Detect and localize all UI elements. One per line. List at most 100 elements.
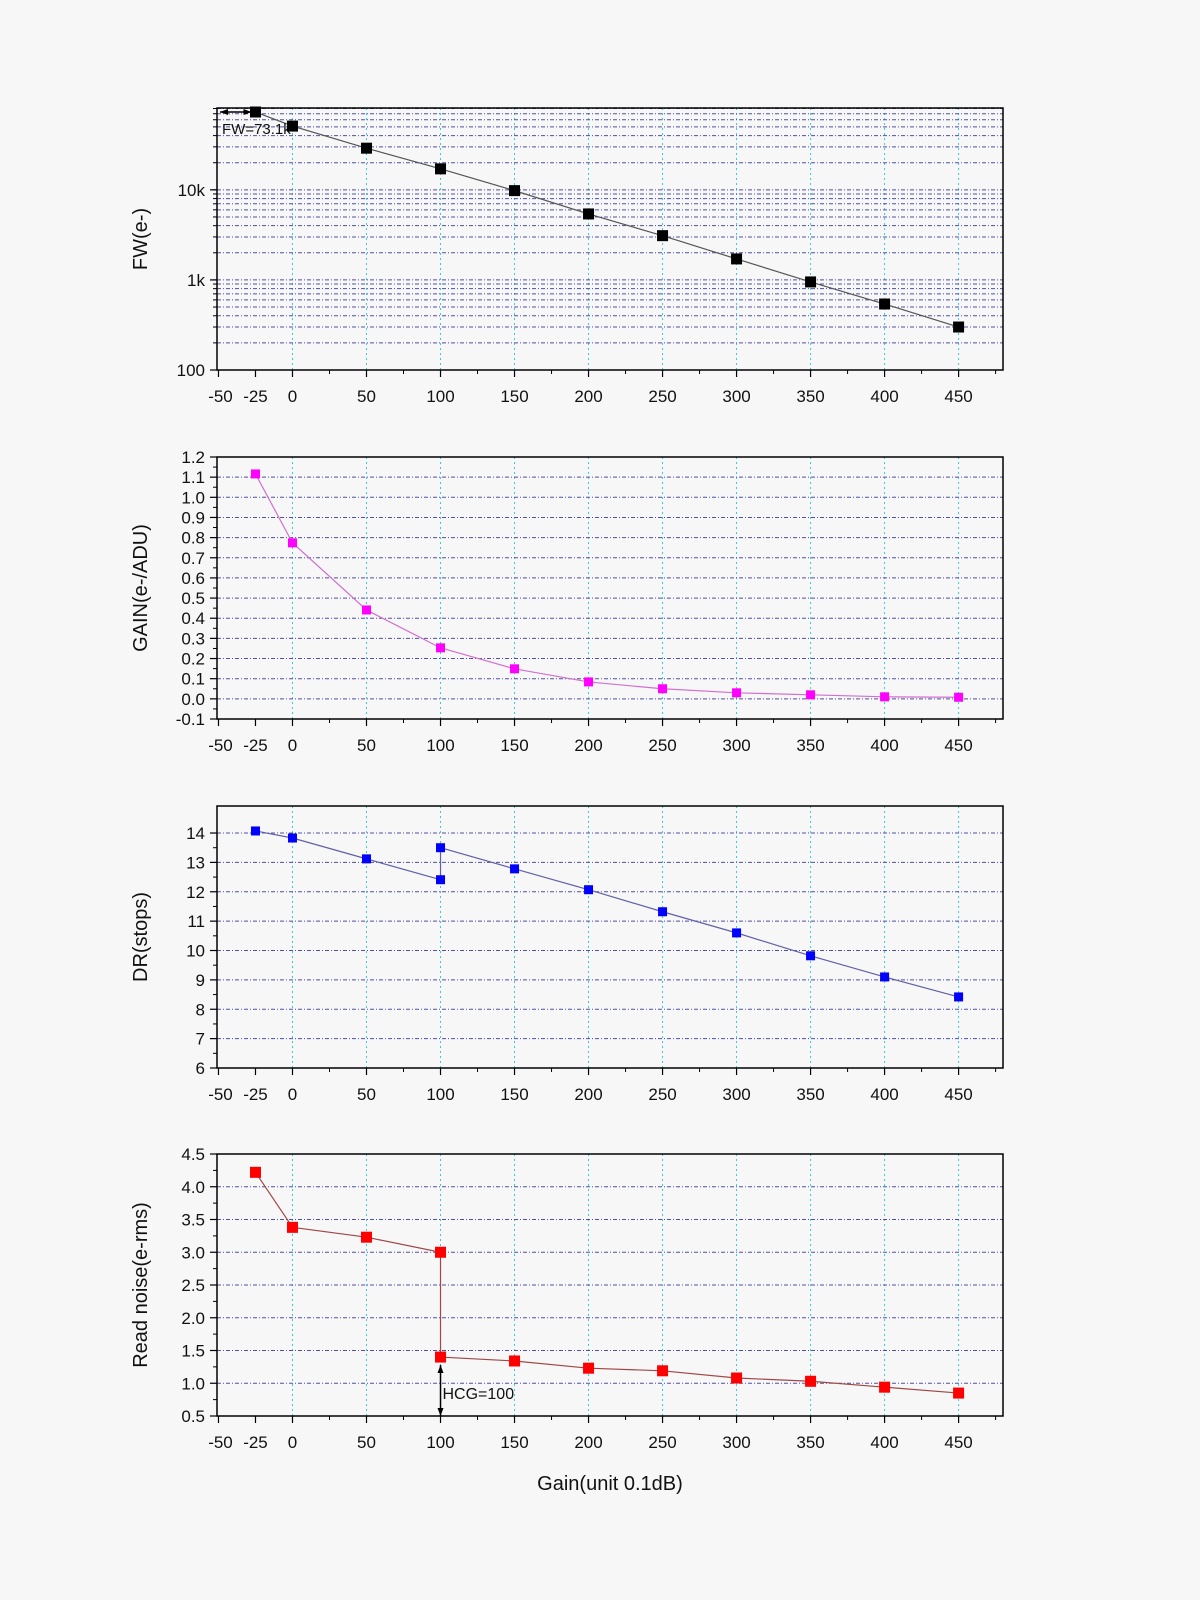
data-point: [954, 692, 964, 702]
x-tick-label: 50: [357, 1085, 376, 1104]
y-tick-label: 7: [196, 1030, 205, 1049]
x-tick-label: 150: [500, 387, 528, 406]
y-tick-label: 1.1: [181, 468, 205, 487]
y-tick-label: 0.8: [181, 529, 205, 548]
y-tick-label: 2.0: [181, 1309, 205, 1328]
x-tick-label: -50: [208, 1433, 233, 1452]
data-point: [250, 469, 260, 479]
plot-frame: [216, 107, 1004, 371]
x-tick-label: 250: [648, 1433, 676, 1452]
panel-1: -0.10.00.10.2 0.30.40.50.60.70.8 0.91.01.1…: [130, 448, 1004, 755]
y-tick-label: 100: [177, 361, 205, 380]
data-point: [510, 864, 520, 874]
data-point: [509, 1355, 521, 1367]
x-tick-label: 400: [870, 387, 898, 406]
x-tick-label: 100: [426, 1433, 454, 1452]
y-tick-label: 2.5: [181, 1276, 205, 1295]
data-point: [953, 321, 965, 333]
y-tick-label: 0.6: [181, 569, 205, 588]
data-point: [435, 163, 447, 175]
y-axis-label: GAIN(e-/ADU): [130, 524, 152, 652]
x-tick-label: 100: [426, 736, 454, 755]
x-tick-label: 350: [796, 1433, 824, 1452]
data-point: [362, 854, 372, 864]
x-tick-label: 400: [870, 1085, 898, 1104]
x-tick-label: 400: [870, 736, 898, 755]
x-tick-label: 450: [944, 1085, 972, 1104]
y-tick-label: 0.3: [181, 629, 205, 648]
x-tick-label: -25: [243, 736, 268, 755]
x-tick-label: 0: [288, 736, 297, 755]
data-point: [879, 298, 891, 310]
x-tick-label: -25: [243, 387, 268, 406]
x-tick-label: 50: [357, 387, 376, 406]
y-tick-label: 0.2: [181, 650, 205, 669]
y-tick-label: 0.5: [181, 589, 205, 608]
x-tick-label: 150: [500, 1085, 528, 1104]
y-tick-label: 1.2: [181, 448, 205, 467]
x-tick-label: 250: [648, 736, 676, 755]
data-point: [361, 142, 373, 154]
panel-3: 0.5 1.0 1.5 2.0 2.5 3.0 3.5 4.0 4.5 -50 -25 0 50 100 1…: [130, 1145, 1004, 1495]
x-tick-label: 200: [574, 1085, 602, 1104]
data-point: [362, 605, 372, 615]
data-point: [731, 253, 743, 265]
plot-area: [217, 108, 1003, 370]
data-point: [805, 276, 817, 288]
x-tick-label: -50: [208, 736, 233, 755]
y-tick-label: 14: [186, 824, 205, 843]
data-point: [249, 1166, 261, 1178]
data-point: [510, 664, 520, 674]
x-tick-label: 400: [870, 1433, 898, 1452]
data-point: [880, 972, 890, 982]
data-point: [657, 230, 669, 242]
data-point: [953, 1387, 965, 1399]
annotation-label: FW=73.1k: [222, 121, 291, 138]
data-point: [732, 688, 742, 698]
y-tick-label: 11: [187, 912, 205, 931]
data-point: [286, 120, 298, 132]
y-tick-label: 12: [186, 883, 205, 902]
data-point: [435, 1351, 447, 1363]
x-tick-label: 350: [796, 1085, 824, 1104]
x-tick-label: 450: [944, 387, 972, 406]
y-tick-label: 0.5: [181, 1407, 205, 1426]
data-point: [954, 992, 964, 1002]
annotation-label: HCG=100: [443, 1386, 515, 1403]
y-axis-label: DR(stops): [130, 892, 152, 982]
y-tick-label: 10k: [178, 181, 206, 200]
x-tick-label: 250: [648, 387, 676, 406]
y-tick-label: 4.5: [181, 1145, 205, 1164]
y-tick-label: 0.0: [181, 690, 205, 709]
y-axis-label: FW(e-): [130, 208, 152, 270]
data-point: [584, 677, 594, 687]
x-tick-label: 150: [500, 736, 528, 755]
y-tick-label: 9: [196, 971, 205, 990]
y-tick-label: 3.0: [181, 1243, 205, 1262]
y-tick-label: 10: [186, 942, 205, 961]
x-tick-label: 250: [648, 1085, 676, 1104]
x-tick-label: 100: [426, 1085, 454, 1104]
x-tick-label: -25: [243, 1433, 268, 1452]
x-tick-label: -50: [208, 1085, 233, 1104]
data-point: [361, 1231, 373, 1243]
data-point: [436, 643, 446, 653]
x-tick-label: 50: [357, 736, 376, 755]
data-point: [658, 907, 668, 917]
y-tick-label: 1.5: [181, 1342, 205, 1361]
series-line: [254, 1172, 959, 1394]
y-axis-label: Read noise(e-rms): [130, 1202, 152, 1368]
y-tick-label: 3.5: [181, 1211, 205, 1230]
y-tick-label: -0.1: [176, 710, 205, 729]
x-tick-label: 300: [722, 736, 750, 755]
data-point: [583, 208, 595, 220]
data-point: [657, 1365, 669, 1377]
x-tick-label: 300: [722, 387, 750, 406]
panel-0: 100 1k 10k -50 -25 0 50 100 150 200 250 300 350 400 45…: [130, 106, 1004, 406]
data-point: [806, 951, 816, 961]
plot-frame: [216, 805, 1004, 1069]
x-tick-label: 50: [357, 1433, 376, 1452]
data-point: [880, 692, 890, 702]
